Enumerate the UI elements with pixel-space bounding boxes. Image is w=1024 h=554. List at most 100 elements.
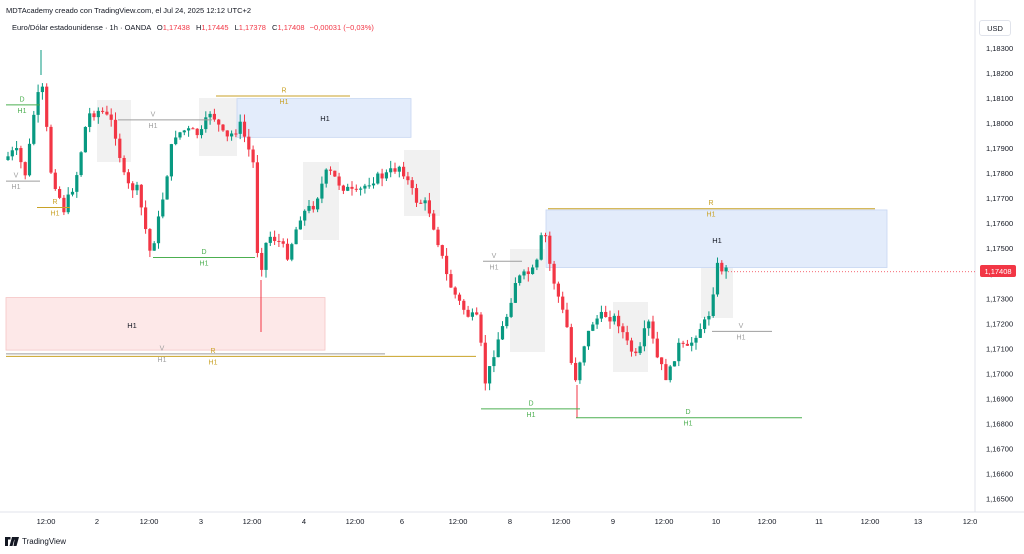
candle-body [337, 176, 341, 186]
currency-button[interactable]: USD [979, 20, 1011, 36]
level-letter: V [151, 111, 156, 118]
candle-body [574, 362, 578, 381]
symbol-name[interactable]: Euro/Dólar estadounidense · 1h · OANDA [12, 23, 151, 32]
candle-body [217, 119, 221, 125]
level-timeframe: H1 [158, 357, 167, 364]
candle-body [625, 332, 629, 341]
candle-body [647, 321, 651, 329]
high-label: H [195, 23, 202, 32]
zones: H1 H1 H1 [5, 98, 888, 372]
time-tick-label: 12:00 [140, 517, 159, 526]
price-tick-label: 1,18300 [986, 44, 1013, 53]
candle-body [668, 366, 672, 381]
level-letter: D [528, 400, 533, 407]
brand-name: TradingView [22, 537, 67, 546]
candle-body [109, 114, 113, 120]
candle-body [320, 183, 324, 199]
price-tick-label: 1,17500 [986, 244, 1013, 253]
time-tick-label: 3 [199, 517, 203, 526]
candle-body [264, 242, 268, 270]
time-tick-label: 6 [400, 517, 404, 526]
price-tick-label: 1,16700 [986, 444, 1013, 453]
time-tick-label: 12:00 [552, 517, 571, 526]
candle-body [384, 172, 388, 179]
time-tick-label: 4 [302, 517, 306, 526]
candle-body [479, 314, 483, 343]
candle-body [255, 162, 259, 253]
candle-body [690, 342, 694, 346]
time-axis[interactable]: 12:00 2 12:00 3 12:00 4 12:00 6 12:00 8 12:00 9 12:0… [37, 517, 978, 526]
candle-body [681, 342, 685, 344]
candle-body [307, 205, 311, 211]
candle-body [122, 157, 126, 173]
price-tick-label: 1,17300 [986, 294, 1013, 303]
candle-body [462, 300, 466, 310]
price-axis[interactable]: 1,18300 1,18200 1,18100 1,18000 1,17900 1,178… [986, 44, 1013, 504]
candle-body [303, 210, 307, 221]
candle-body [165, 176, 169, 200]
level-letter: D [201, 249, 206, 256]
candle-body [208, 113, 212, 118]
candle-body [6, 156, 10, 160]
candle-body [595, 318, 599, 325]
candle-body [440, 245, 444, 256]
candle-body [569, 327, 573, 363]
level-timeframe: H1 [707, 212, 716, 219]
price-tick-label: 1,17600 [986, 219, 1013, 228]
candle-body [126, 172, 130, 184]
candle-body [49, 126, 53, 173]
candle-body [169, 144, 173, 177]
candle-body [664, 364, 668, 381]
candle-body [436, 229, 440, 246]
candle-body [621, 326, 625, 333]
candle-body [685, 343, 689, 346]
candles [6, 50, 728, 418]
candle-body [591, 324, 595, 331]
time-tick-label: 12:00 [861, 517, 880, 526]
candle-body [453, 287, 457, 295]
candle-body [634, 351, 638, 354]
high-value: 1,17445 [201, 23, 229, 32]
levels: DH1VH1RH1VH1RH1DH1VH1RH1VH1DH1RH1DH1VH1H… [6, 88, 975, 428]
candle-body [191, 128, 195, 130]
candle-body [475, 312, 479, 315]
candle-body [15, 148, 19, 151]
candle-body [470, 312, 474, 317]
candle-body [629, 340, 634, 352]
candle-body [238, 121, 242, 134]
candle-body [27, 143, 32, 176]
candle-body [698, 329, 702, 338]
candle-body [178, 132, 182, 138]
candle-body [582, 346, 586, 363]
candle-body [402, 166, 406, 177]
candle-body [118, 138, 122, 158]
candle-body [212, 113, 216, 120]
zone-label: H1 [320, 114, 330, 123]
candle-body [513, 283, 517, 303]
candle-body [694, 337, 698, 343]
candle-body [677, 342, 681, 362]
level-timeframe: H1 [18, 108, 27, 115]
candle-body [230, 133, 234, 137]
candle-body [552, 263, 556, 284]
candle-body [221, 124, 225, 131]
candle-body [36, 92, 40, 115]
candle-body [432, 213, 436, 230]
candle-body [79, 152, 83, 176]
candle-body [548, 235, 552, 264]
candle-body [612, 315, 616, 322]
candle-body [449, 274, 453, 288]
candle-body [707, 315, 711, 320]
candle-body [144, 207, 148, 230]
candle-body [526, 271, 530, 275]
candle-body [70, 191, 75, 195]
candle-body [324, 169, 328, 184]
footer-brand[interactable]: TradingView [5, 537, 66, 546]
candle-body [505, 316, 509, 327]
candle-body [350, 186, 354, 189]
time-tick-label: 12:00 [449, 517, 468, 526]
candle-body [40, 86, 44, 93]
candle-body [66, 194, 70, 213]
candle-body [672, 361, 677, 367]
